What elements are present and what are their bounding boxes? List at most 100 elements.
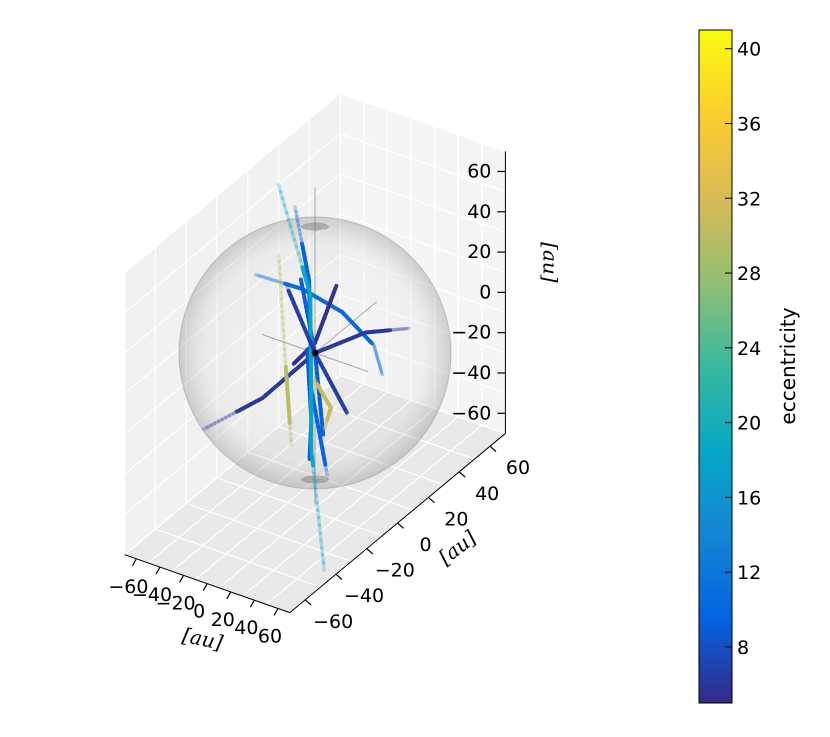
x-tick-label: 20 <box>211 609 235 631</box>
trajectory-segment <box>318 530 323 542</box>
trajectory-segment <box>294 244 301 256</box>
trajectory-segment <box>319 538 324 550</box>
trajectory-segment <box>378 365 383 371</box>
trajectory-segment <box>373 347 378 353</box>
z-tick-label: 40 <box>467 201 491 223</box>
trajectory-segment <box>274 279 281 284</box>
gridline <box>186 502 352 562</box>
trajectory-segment <box>295 214 300 223</box>
trajectory-segment <box>262 275 270 280</box>
trajectory-segment <box>370 341 376 348</box>
colorbar-tick-label: 32 <box>737 188 761 210</box>
colorbar: 8 12 16 20 24 28 32 36 40 eccentricity <box>698 29 800 704</box>
trajectory-segment <box>284 210 291 221</box>
x-tick-label: 0 <box>193 601 205 623</box>
trajectory-segment <box>295 218 301 228</box>
x-axis-tick <box>226 591 232 600</box>
y-tick-label: −20 <box>375 560 415 582</box>
trajectory-segment <box>271 278 278 283</box>
trajectory-segment <box>297 228 303 237</box>
colorbar-tick-label: 36 <box>737 113 761 135</box>
trajectory-segment <box>324 468 330 478</box>
trajectory-segment <box>374 352 379 359</box>
trajectory-segment <box>377 361 382 368</box>
y-axis-line <box>289 433 506 614</box>
y-tick-label: 40 <box>475 483 499 505</box>
trajectory-segment <box>216 417 224 424</box>
trajectory-segment <box>311 463 316 475</box>
trajectory-segment <box>378 367 383 373</box>
y-tick-label: 60 <box>506 457 530 479</box>
trajectory-segment <box>290 231 297 242</box>
trajectory-segment <box>280 196 287 208</box>
trajectory-segment <box>298 232 303 241</box>
gridline <box>265 424 483 605</box>
z-tick-label: −20 <box>451 322 491 344</box>
trajectory-segment <box>213 419 221 426</box>
trajectory-segment <box>342 406 349 415</box>
colorbar-tick-label: 12 <box>737 562 761 584</box>
tick-layer: −60−40−200 20 40 60−60−40−200204060−60−40−2… <box>108 151 530 647</box>
trajectory-segment <box>316 508 321 520</box>
gridline <box>340 133 506 193</box>
trajectory-segment <box>288 224 295 235</box>
trajectory-segment <box>320 553 326 565</box>
trajectory-segment <box>379 371 384 377</box>
trajectory-segment <box>312 478 318 490</box>
x-tick-label: 40 <box>234 617 258 639</box>
trajectory-layer <box>202 183 411 572</box>
x-tick-label: −60 <box>108 576 148 598</box>
trajectory-segment <box>310 456 315 468</box>
colorbar-tick-label: 28 <box>737 263 761 285</box>
trajectory-segment <box>209 421 217 427</box>
x-tick-label: −20 <box>156 592 196 614</box>
trajectory-segment <box>277 280 284 285</box>
colorbar-tick-label: 24 <box>737 338 761 360</box>
x-axis-tick <box>179 575 185 583</box>
y-tick-label: −60 <box>313 611 353 633</box>
trajectory-segment <box>315 501 320 513</box>
y-axis-label: [au] <box>434 526 481 570</box>
trajectory-segment <box>312 376 317 383</box>
trajectory-segment <box>220 415 228 422</box>
trajectory-segment <box>292 238 299 249</box>
trajectory-segment <box>224 413 232 420</box>
trajectory-segment <box>312 471 317 483</box>
trajectory-segment <box>282 203 289 215</box>
trajectory-segment <box>323 462 329 472</box>
trajectory-segment <box>377 363 382 370</box>
y-axis-tick <box>366 548 374 555</box>
x-axis-tick <box>155 566 161 575</box>
z-tick-label: 0 <box>479 281 491 303</box>
trajectory-9 <box>312 376 333 431</box>
x-tick-label: −40 <box>132 584 172 606</box>
y-axis-tick <box>304 599 312 606</box>
z-tick-label: 20 <box>467 241 491 263</box>
trajectory-segment <box>268 277 275 282</box>
y-tick-label: 20 <box>444 508 468 530</box>
trajectory-segment <box>276 183 283 194</box>
gridline <box>340 173 506 233</box>
trajectory-segment <box>379 369 384 375</box>
colorbar-tick-label: 20 <box>737 413 761 435</box>
y-tick-label: −40 <box>344 585 384 607</box>
trajectory-segment <box>332 283 339 292</box>
gridline <box>340 213 506 273</box>
gridline <box>340 92 506 152</box>
y-axis-tick <box>428 496 435 504</box>
colorbar-label: eccentricity <box>776 307 800 424</box>
z-tick-label: 60 <box>467 160 491 182</box>
trajectory-segment <box>296 251 303 263</box>
y-axis-tick <box>458 471 466 478</box>
trajectory-segment <box>313 378 318 385</box>
trajectory-segment <box>227 411 235 418</box>
trajectory-segment <box>372 345 377 351</box>
trajectory-segment <box>375 356 380 362</box>
trajectory-segment <box>202 425 210 431</box>
trajectory-segment <box>372 343 377 350</box>
z-tick-label: −40 <box>451 362 491 384</box>
x-axis-tick <box>249 599 255 608</box>
trajectory-segment <box>293 205 298 214</box>
trajectory-segment <box>317 523 322 535</box>
